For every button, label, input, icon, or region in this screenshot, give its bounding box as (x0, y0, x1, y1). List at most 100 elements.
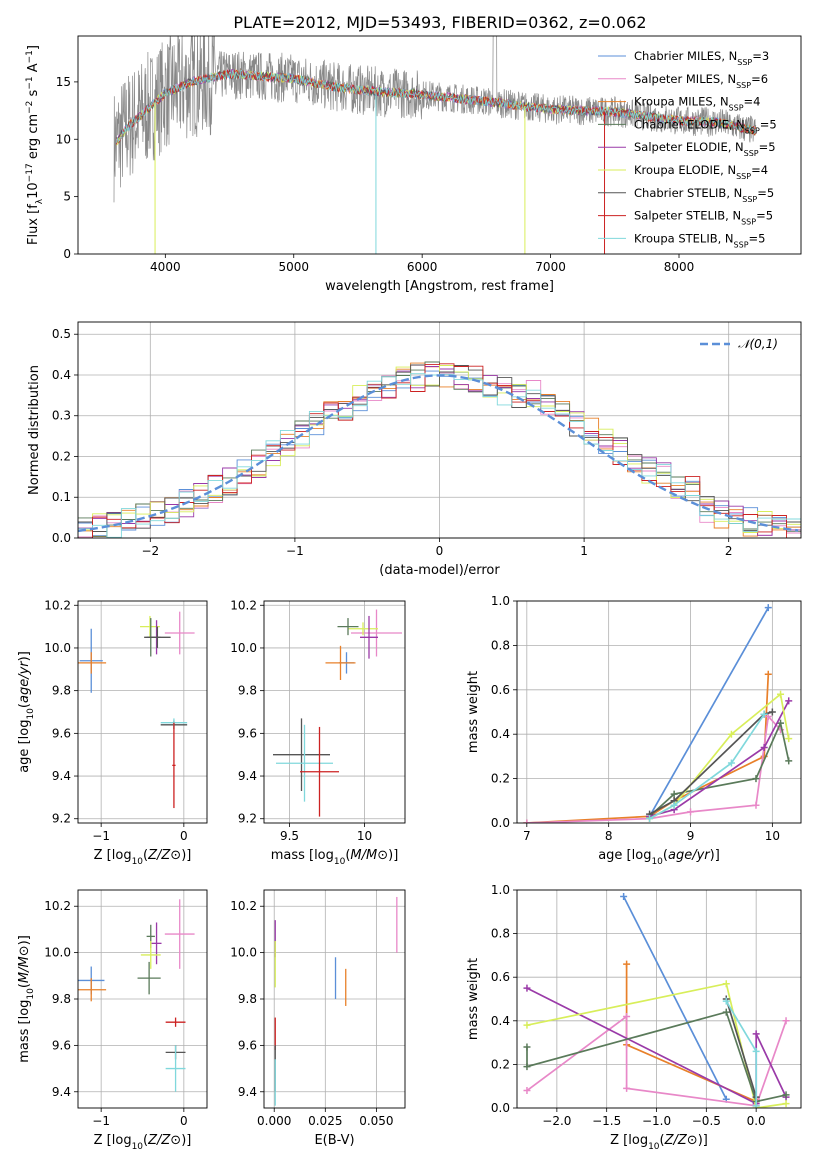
x-tick-label: 0 (180, 829, 188, 843)
legend-nssp: =5 (757, 186, 774, 200)
y-tick-label: 15 (56, 75, 71, 89)
y-axis-label: mass weight (466, 671, 481, 753)
model-spectrum (116, 69, 756, 143)
weight-marker (760, 744, 768, 752)
y-tick-label: 10.2 (44, 899, 71, 913)
weight-marker (752, 1047, 760, 1055)
y-tick-label: 9.6 (238, 1038, 257, 1052)
y-tick-label: 0.3 (52, 409, 71, 423)
y-tick-label: 9.2 (238, 812, 257, 826)
x-axis-label: wavelength [Angstrom, rest frame] (325, 279, 554, 294)
weight-marker (752, 1030, 760, 1038)
legend-sub: SSP (737, 58, 752, 67)
weight-marker (782, 1100, 790, 1108)
weight-marker (764, 670, 772, 678)
x-axis-label: E(B-V) (314, 1133, 354, 1148)
label-part: Z [log (94, 848, 132, 863)
y-tick-label: 0.6 (491, 970, 510, 984)
legend-name: Kroupa MILES, N (634, 95, 729, 109)
y-tick-label: 9.4 (238, 1085, 257, 1099)
weight-marker (623, 1084, 631, 1092)
x-tick-label: 9.5 (280, 829, 299, 843)
x-tick-label: 0.0 (747, 1114, 766, 1128)
weight-line (648, 607, 770, 817)
legend-nssp: =5 (749, 231, 766, 245)
legend-entry: Salpeter STELIB, NSSP=5 (634, 209, 773, 227)
label-part: 10 (648, 1142, 660, 1152)
weight-marker (722, 997, 730, 1005)
legend-entry: Salpeter ELODIE, NSSP=5 (634, 140, 776, 158)
gaussian-reference-curve (78, 374, 799, 533)
y-tick-label: 0.4 (491, 1014, 510, 1028)
x-tick-label: 5000 (278, 260, 309, 274)
x-tick-label: 8 (605, 829, 613, 843)
label-part: ( (143, 848, 148, 863)
y-tick-label: 1.0 (491, 883, 510, 897)
x-tick-label: 7 (523, 829, 531, 843)
weight-line (526, 714, 782, 823)
weight-marker (785, 757, 793, 765)
weight-marker (523, 984, 531, 992)
weight-marker (523, 819, 531, 823)
y-tick-label: 0.0 (491, 1101, 510, 1115)
weight-marker (727, 759, 735, 767)
label-part: ( (345, 848, 350, 863)
y-tick-label: 0.2 (491, 1057, 510, 1071)
legend-sub: SSP (736, 172, 751, 181)
label-part: ( (17, 983, 32, 988)
y-tick-label: 0.1 (52, 490, 71, 504)
legend-nssp: =5 (756, 209, 773, 223)
label-part: ] (26, 45, 41, 50)
x-axis-label: Z [log10(Z/Z⊙)] (94, 848, 192, 867)
legend-name: Salpeter STELIB, N (634, 209, 741, 223)
chart-spectrum: 4000 5000 6000 7000 8000 0 5 10 15 wavelength [An… (25, 35, 802, 294)
y-tick-label: 0.8 (491, 927, 510, 941)
histogram-series (78, 363, 801, 538)
y-tick-label: 9.4 (52, 1085, 71, 1099)
y-tick-label: 10.0 (230, 946, 257, 960)
legend-entry: Salpeter MILES, NSSP=6 (634, 72, 768, 90)
x-tick-label: 2 (725, 544, 733, 558)
plot-area (274, 896, 398, 1106)
weight-marker (623, 1012, 631, 1020)
x-axis-label: Z [log10(Z/Z⊙)] (94, 1133, 192, 1152)
legend-entry: 𝒩(0,1) (738, 337, 778, 351)
weight-marker (764, 604, 772, 612)
x-axis-label: age [log10(age/yr)] (598, 848, 720, 867)
y-tick-label: 10.0 (44, 946, 71, 960)
x-tick-label: 10 (765, 829, 780, 843)
y-tick-label: 10.2 (230, 899, 257, 913)
label-part: )] (17, 651, 32, 661)
weight-marker (760, 710, 768, 718)
weight-marker (523, 1043, 531, 1051)
label-part: )] (698, 1133, 708, 1148)
y-tick-label: 10.2 (44, 598, 71, 612)
y-tick-label: 9.6 (52, 726, 71, 740)
y-tick-label: 0 (63, 247, 71, 261)
x-tick-label: 1 (580, 544, 588, 558)
label-part: 10 (26, 182, 41, 199)
label-part: ( (663, 848, 668, 863)
chart-mass-weight-vs-z: −2.0 −1.5 −1.0 −0.5 0.0 0.0 0.2 0.4 0.6 0.8 1.0 Z [… (466, 883, 802, 1152)
y-tick-label: 9.8 (52, 684, 71, 698)
plot-area (78, 899, 195, 1092)
label-part: Z/Z⊙ (147, 1133, 181, 1148)
weight-marker (777, 719, 785, 727)
axes-frame (516, 600, 802, 824)
legend-entry: Chabrier ELODIE, NSSP=5 (634, 117, 777, 135)
chart-residuals: −2 −1 0 1 2 0.0 0.1 0.2 0.3 0.4 0.5 𝒩(0,1) (data-mod… (27, 321, 802, 578)
x-tick-label: 10 (357, 829, 372, 843)
y-tick-label: 0.0 (491, 816, 510, 830)
x-tick-label: 9 (687, 829, 695, 843)
label-part: Z [log (610, 1133, 648, 1148)
label-part: )] (388, 848, 398, 863)
label-part: 10 (651, 857, 663, 867)
weight-marker (670, 801, 678, 809)
legend-entry: Chabrier STELIB, NSSP=5 (634, 186, 774, 204)
legend-nssp: =3 (752, 49, 769, 63)
y-tick-label: 10.0 (44, 641, 71, 655)
y-tick-label: 0.4 (491, 727, 510, 741)
weight-line (649, 700, 790, 818)
